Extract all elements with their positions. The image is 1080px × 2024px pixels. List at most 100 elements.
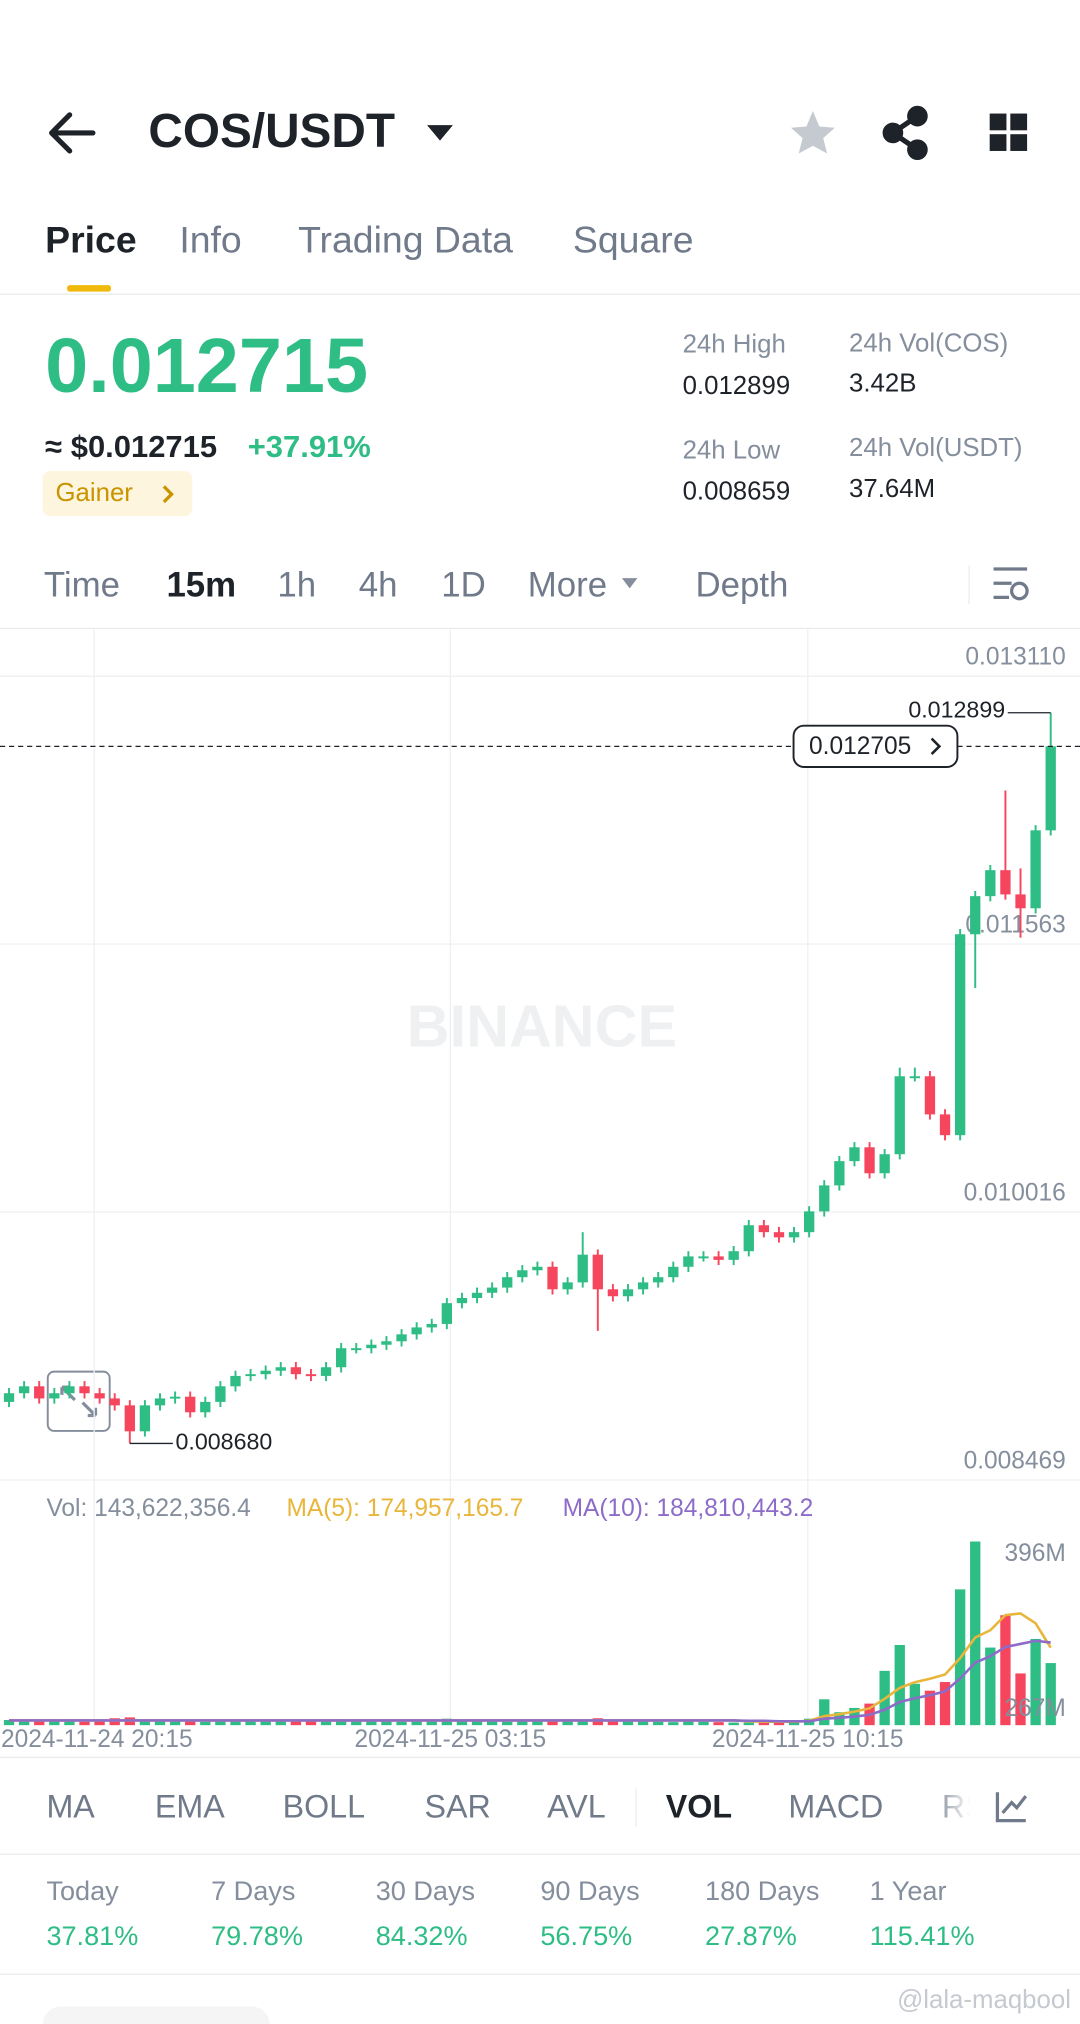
candle-body xyxy=(169,1396,181,1399)
interval-tab[interactable]: Time xyxy=(44,565,120,604)
ma-line xyxy=(9,1639,1051,1723)
candle-body xyxy=(637,1282,649,1290)
volume-bar xyxy=(34,1720,45,1726)
volume-bar xyxy=(139,1719,151,1726)
interval-tab[interactable]: 1D xyxy=(441,565,486,604)
volume-bar xyxy=(607,1719,619,1726)
indicator-settings-icon[interactable] xyxy=(995,1792,1028,1823)
bottom-pill xyxy=(42,2006,270,2024)
candle-body xyxy=(819,1185,830,1212)
performance-value: 84.32% xyxy=(376,1920,468,1951)
performance-value: 115.41% xyxy=(870,1920,975,1951)
candle-body xyxy=(849,1147,860,1162)
performance-label: Today xyxy=(46,1875,119,1906)
tab[interactable]: Info xyxy=(179,218,241,260)
indicator-tab[interactable]: AVL xyxy=(547,1789,606,1825)
y-tick-label: 0.013110 xyxy=(965,644,1065,671)
tab-indicator xyxy=(67,285,111,292)
volume-bar xyxy=(486,1720,498,1726)
candle-body xyxy=(502,1277,513,1288)
gainer-badge[interactable] xyxy=(42,470,193,517)
stat-value: 37.64M xyxy=(849,475,935,503)
x-tick-label: 2024-11-24 20:15 xyxy=(1,1726,193,1753)
more-dropdown[interactable] xyxy=(621,578,638,589)
volume-bar xyxy=(320,1719,332,1726)
tab[interactable]: Price xyxy=(45,218,137,260)
tab[interactable]: Trading Data xyxy=(298,218,513,260)
volume-bar xyxy=(773,1720,785,1726)
interval-tab[interactable]: Depth xyxy=(695,565,788,604)
favorite-icon[interactable] xyxy=(790,110,835,154)
ma-legend: MA(5): 174,957,165.7 xyxy=(286,1495,523,1522)
volume-bar xyxy=(819,1699,830,1726)
candle-body xyxy=(64,1386,75,1394)
indicator-tab[interactable]: EMA xyxy=(155,1789,225,1825)
candle-body xyxy=(803,1211,815,1233)
volume-bar xyxy=(275,1720,286,1726)
stat-label: 24h Vol(COS) xyxy=(849,329,1008,357)
performance-label: 180 Days xyxy=(705,1875,819,1906)
y-tick-label: 0.008469 xyxy=(964,1447,1066,1474)
volume-bar xyxy=(637,1720,649,1726)
indicator-tab[interactable]: MACD xyxy=(788,1789,883,1825)
volume-bar xyxy=(49,1719,60,1726)
candle-body xyxy=(426,1323,437,1328)
volume-bar xyxy=(336,1719,347,1726)
candle-body xyxy=(547,1266,558,1290)
candle-body xyxy=(1000,870,1011,895)
indicator-tab[interactable]: SAR xyxy=(425,1789,491,1825)
candle-body xyxy=(592,1254,603,1290)
volume-bar xyxy=(351,1720,362,1726)
ma-legend: MA(10): 184,810,443.2 xyxy=(563,1495,814,1522)
chart-settings-icon[interactable] xyxy=(993,567,1029,601)
candle-body xyxy=(49,1393,60,1399)
candle-body xyxy=(456,1297,468,1304)
candle-body xyxy=(577,1254,588,1283)
volume-bar xyxy=(456,1720,468,1726)
candle-body xyxy=(275,1367,286,1371)
candle-body xyxy=(79,1386,90,1394)
indicator-tab[interactable]: MA xyxy=(46,1789,95,1825)
share-icon[interactable] xyxy=(882,105,928,161)
candle-body xyxy=(879,1154,890,1174)
back-button[interactable] xyxy=(49,112,96,154)
candle-body xyxy=(607,1289,619,1297)
badge-chevron xyxy=(162,485,174,504)
volume-bar xyxy=(471,1721,483,1726)
interval-tab[interactable]: 15m xyxy=(166,565,236,604)
candle-body xyxy=(1015,894,1026,909)
candle-body xyxy=(864,1147,875,1174)
volume-bar xyxy=(260,1720,271,1726)
tab-fade xyxy=(931,1783,997,1835)
pair-title[interactable]: COS/USDT xyxy=(148,105,395,158)
layout-icon[interactable] xyxy=(989,113,1028,151)
watermark: @lala-maqbool xyxy=(897,1986,1071,2014)
candle-body xyxy=(486,1287,498,1293)
indicator-tab[interactable]: BOLL xyxy=(283,1789,365,1825)
volume-bar xyxy=(411,1720,422,1726)
volume-bar xyxy=(562,1720,573,1726)
candle-body xyxy=(924,1076,936,1115)
volume-bar xyxy=(622,1721,634,1726)
candle-body xyxy=(894,1076,905,1155)
indicator-tab[interactable]: VOL xyxy=(666,1789,732,1825)
pair-dropdown[interactable] xyxy=(427,125,453,141)
volume-bar xyxy=(366,1721,377,1726)
interval-tab[interactable]: 4h xyxy=(359,565,398,604)
volume-bar xyxy=(230,1719,241,1726)
volume-bar xyxy=(200,1721,211,1726)
volume-bar xyxy=(547,1720,558,1726)
volume-bar xyxy=(653,1721,664,1726)
interval-tab[interactable]: More xyxy=(528,565,607,604)
candle-body xyxy=(245,1374,256,1377)
tab[interactable]: Square xyxy=(573,218,694,260)
candle-body xyxy=(622,1289,634,1297)
candle-body xyxy=(683,1256,694,1267)
candle-body xyxy=(34,1386,45,1399)
candle-body xyxy=(154,1398,166,1406)
volume-bar xyxy=(909,1683,920,1726)
interval-tab[interactable]: 1h xyxy=(277,565,316,604)
candle-body xyxy=(758,1225,770,1233)
current-price-tag[interactable] xyxy=(792,724,959,768)
